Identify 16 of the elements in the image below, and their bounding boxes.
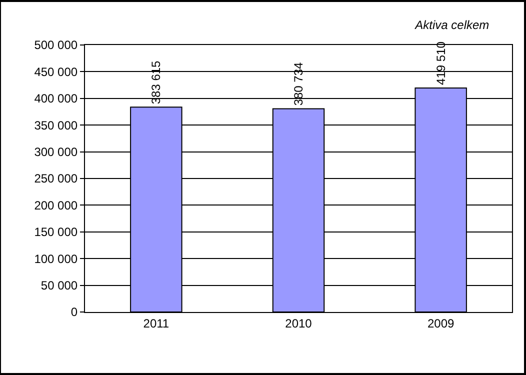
y-tick-label: 0 xyxy=(70,305,78,320)
x-tick-label: 2011 xyxy=(143,316,170,330)
y-tick-label: 400 000 xyxy=(34,92,78,106)
chart-title: Aktiva celkem xyxy=(414,18,490,32)
x-tick-label: 2009 xyxy=(427,316,454,330)
x-tick-label: 2010 xyxy=(285,316,312,330)
data-label: 419 510 xyxy=(434,41,448,85)
y-tick-label: 150 000 xyxy=(34,225,78,240)
y-tick-label: 50 000 xyxy=(40,278,78,292)
y-tick-label: 250 000 xyxy=(34,172,78,186)
y-tick-label: 450 000 xyxy=(34,64,78,79)
y-tick-label: 350 000 xyxy=(34,118,78,132)
y-tick-label: 100 000 xyxy=(34,252,78,266)
y-tick-label: 500 000 xyxy=(34,38,78,52)
y-tick-label: 300 000 xyxy=(34,145,78,159)
y-tick-label: 200 000 xyxy=(34,198,78,212)
